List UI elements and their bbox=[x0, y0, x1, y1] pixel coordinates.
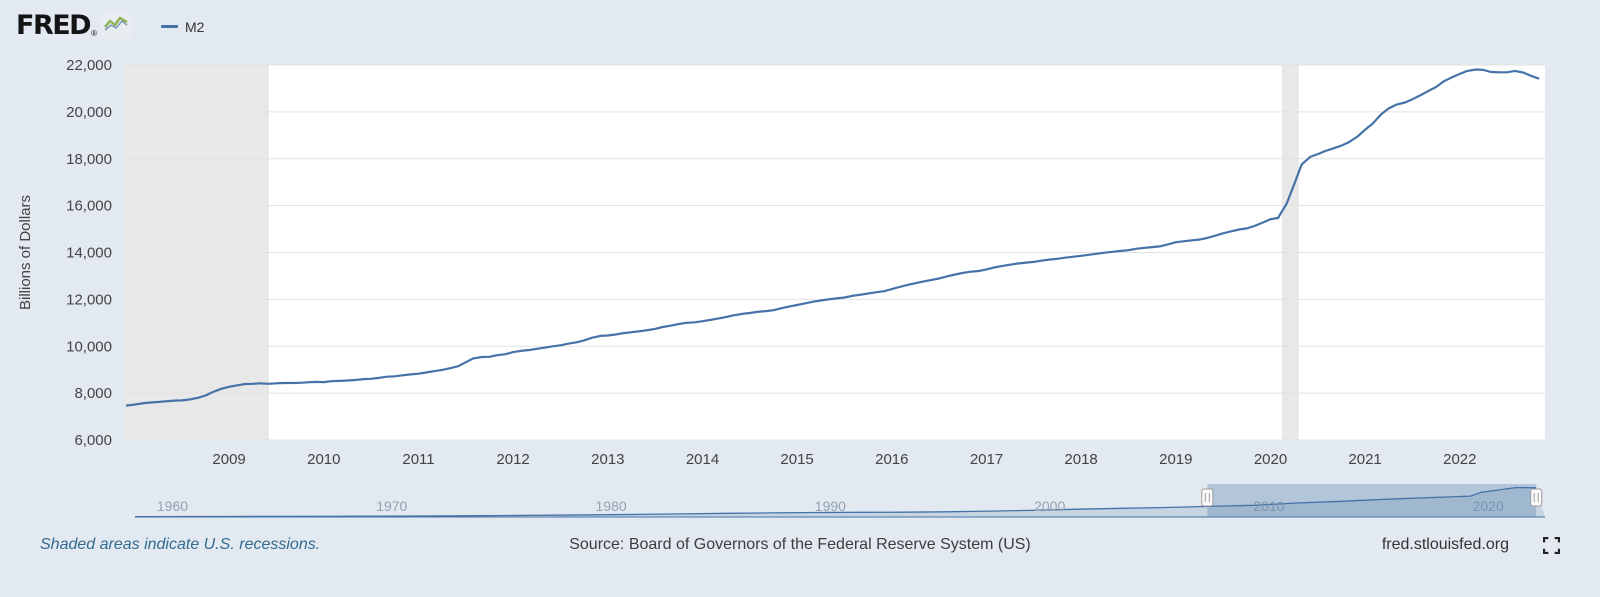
brush-selection[interactable] bbox=[1207, 484, 1537, 517]
fred-logo-chart-icon bbox=[101, 12, 131, 39]
y-tick-label: 16,000 bbox=[66, 198, 112, 215]
registered-mark: ® bbox=[91, 29, 97, 38]
brush-year-label: 2010 bbox=[1253, 498, 1284, 514]
x-tick-label: 2014 bbox=[686, 451, 719, 468]
fullscreen-icon[interactable] bbox=[1543, 536, 1560, 554]
y-tick-label: 20,000 bbox=[66, 104, 112, 121]
brush-year-label: 1990 bbox=[815, 498, 846, 514]
y-tick-label: 8,000 bbox=[74, 385, 112, 402]
chart-legend: M2 bbox=[161, 19, 204, 35]
y-axis-title: Billions of Dollars bbox=[17, 195, 34, 310]
x-tick-label: 2020 bbox=[1254, 451, 1287, 468]
x-tick-label: 2022 bbox=[1443, 451, 1476, 468]
legend-swatch bbox=[161, 25, 178, 28]
legend-series-label: M2 bbox=[185, 18, 205, 35]
x-tick-label: 2012 bbox=[496, 451, 529, 468]
m2-line-chart: 6,000 8,000 10,000 12,000 14,000 16,000 18,000… bbox=[17, 57, 1545, 518]
x-tick-label: 2009 bbox=[212, 451, 245, 468]
header: FRED ® M2 bbox=[16, 12, 204, 39]
source-text: Source: Board of Governors of the Federa… bbox=[569, 536, 1031, 553]
footer: Shaded areas indicate U.S. recessions. S… bbox=[0, 536, 1600, 554]
x-tick-label: 2011 bbox=[402, 451, 434, 468]
brush-area bbox=[135, 487, 1545, 517]
brush-year-label: 2020 bbox=[1473, 498, 1504, 514]
y-tick-label: 22,000 bbox=[66, 57, 112, 74]
y-tick-label: 14,000 bbox=[66, 245, 112, 262]
x-tick-label: 2021 bbox=[1348, 451, 1381, 468]
x-tick-label: 2013 bbox=[591, 451, 624, 468]
brush-year-label: 1970 bbox=[376, 498, 407, 514]
x-tick-label: 2010 bbox=[307, 451, 340, 468]
brush-year-label: 1960 bbox=[157, 498, 188, 514]
fred-logo[interactable]: FRED ® bbox=[16, 12, 131, 39]
x-tick-label: 2017 bbox=[970, 451, 1003, 468]
x-tick-label: 2018 bbox=[1064, 451, 1097, 468]
brush-line bbox=[134, 486, 1537, 518]
y-tick-label: 6,000 bbox=[74, 432, 112, 449]
x-tick-label: 2016 bbox=[875, 451, 908, 468]
brush-handle-left[interactable] bbox=[1201, 488, 1214, 507]
brush-handle-right[interactable] bbox=[1530, 488, 1543, 507]
x-tick-label: 2019 bbox=[1159, 451, 1192, 468]
y-tick-label: 12,000 bbox=[66, 291, 112, 308]
y-tick-label: 18,000 bbox=[66, 151, 112, 168]
x-tick-label: 2015 bbox=[780, 451, 813, 468]
brush-year-label: 2000 bbox=[1034, 498, 1065, 514]
y-tick-label: 10,000 bbox=[66, 338, 112, 355]
brush-year-label: 1980 bbox=[596, 498, 627, 514]
series-line-m2 bbox=[125, 68, 1540, 407]
fred-logo-text: FRED bbox=[16, 10, 92, 41]
recession-note: Shaded areas indicate U.S. recessions. bbox=[40, 536, 321, 553]
site-link[interactable]: fred.stlouisfed.org bbox=[1381, 536, 1509, 553]
